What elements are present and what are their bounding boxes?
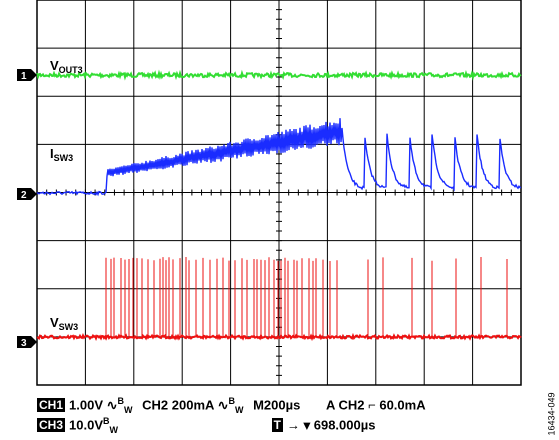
svg-text:2: 2 bbox=[21, 190, 27, 201]
trigger-arrow-icon: → ▾ bbox=[286, 417, 311, 433]
marker-ch3: 3 bbox=[17, 336, 37, 349]
bw-sub-2: W bbox=[234, 404, 244, 415]
label-isw3: ISW3 bbox=[50, 146, 73, 163]
trigger-edge-icon: ⌐ bbox=[368, 397, 376, 413]
figure-id: 16434-049 bbox=[546, 392, 557, 436]
svg-text:1: 1 bbox=[21, 71, 27, 82]
trigger-source: A CH2 bbox=[325, 397, 365, 413]
traces bbox=[36, 69, 522, 342]
bw-label-3: B bbox=[103, 416, 110, 426]
settings-row-2: CH3 10.0VBW T → ▾ 698.000µs bbox=[37, 416, 375, 435]
graticule-grid bbox=[36, 0, 522, 386]
bw-icon-2: ∿ bbox=[217, 397, 229, 413]
label-vout3: VOUT3 bbox=[50, 58, 83, 75]
bw-sub-3: W bbox=[109, 424, 119, 435]
label-vsw3: VSW3 bbox=[50, 315, 78, 332]
settings-row-1: CH1 1.00V ∿BW CH2 200mA ∿BW M200µs A CH2 … bbox=[37, 396, 426, 415]
bw-icon: ∿ bbox=[106, 397, 118, 413]
trigger-position-icon: T bbox=[271, 418, 283, 433]
marker-ch1: 1 bbox=[17, 69, 37, 82]
ch2-scale: CH2 200mA bbox=[142, 397, 214, 413]
trace-isw3 bbox=[36, 118, 521, 197]
scope-display: VOUT3 ISW3 VSW3 1 2 3 bbox=[17, 0, 522, 386]
trace-vout3 bbox=[36, 69, 522, 81]
trace-vsw3-baseline bbox=[36, 332, 522, 342]
ch3-scale: 10.0V bbox=[69, 417, 103, 433]
trigger-position: 698.000µs bbox=[313, 417, 376, 433]
marker-ch2: 2 bbox=[17, 188, 37, 201]
timebase: M200µs bbox=[253, 397, 301, 413]
trace-vsw3-pulses bbox=[105, 257, 508, 337]
bw-label-2: B bbox=[228, 396, 235, 406]
svg-text:3: 3 bbox=[21, 338, 27, 349]
ch3-tag: CH3 bbox=[37, 418, 66, 433]
bw-sub: W bbox=[124, 404, 133, 415]
trigger-level: 60.0mA bbox=[379, 397, 426, 413]
ch1-tag: CH1 bbox=[37, 398, 66, 413]
ch1-scale: 1.00V bbox=[69, 397, 103, 413]
bw-label: B bbox=[117, 396, 125, 406]
